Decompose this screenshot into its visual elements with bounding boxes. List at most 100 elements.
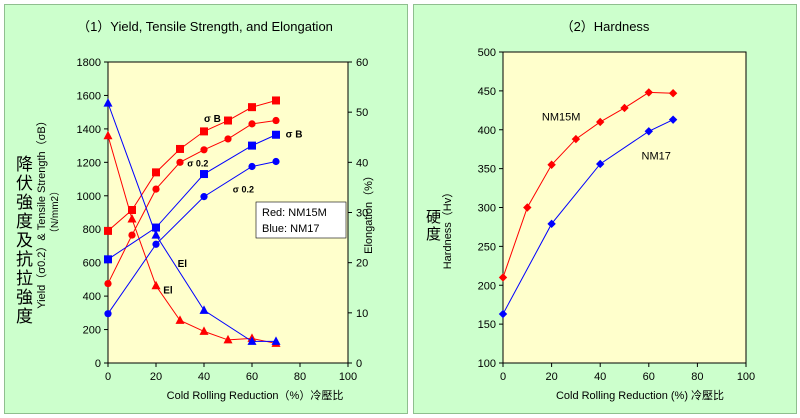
chart1-series-label: σ B <box>286 129 303 140</box>
chart1-y2-tick-label: 40 <box>356 157 368 169</box>
chart1-data-point <box>103 130 113 140</box>
chart2-data-point <box>523 203 532 212</box>
chart2-y-axis-label: Hardness（Hv） <box>441 187 454 270</box>
chart2-title: （2）Hardness <box>561 19 650 34</box>
chart2-data-point <box>498 309 508 319</box>
chart2-data-point <box>644 127 653 136</box>
chart1-data-point <box>200 170 208 179</box>
chart2-series-label: NM17 <box>642 150 671 162</box>
chart2-series-group: NM15M NM17 <box>498 88 678 319</box>
chart2-x-tick-label: 100 <box>737 371 755 383</box>
chart1-y-tick-label: 400 <box>83 291 101 303</box>
chart2-series-line <box>502 91 674 278</box>
chart2-plot-area <box>502 51 747 364</box>
chart1-data-point <box>272 130 280 139</box>
chart2-data-point <box>571 134 581 144</box>
chart1-data-point <box>104 279 112 288</box>
chart1-data-point <box>103 98 113 107</box>
chart2-x-tick-label: 40 <box>594 371 606 383</box>
chart1-data-point <box>247 336 257 345</box>
chart1-x-tick-label: 80 <box>294 371 306 383</box>
chart1-series-label: El <box>178 259 188 270</box>
chart1-y2-tick-label: 30 <box>356 208 368 220</box>
chart1-y2-axis-label: Elongation（%） <box>362 170 375 254</box>
chart1-tick-group: 0 20 40 60 80 1000200400600800100012001400160… <box>77 57 369 383</box>
chart1-series-group: σ B σ 0.2 σ B σ 0.2 El El <box>103 96 303 347</box>
chart1-y-tick-label: 1000 <box>77 191 101 203</box>
chart1-x-tick-label: 0 <box>105 371 111 383</box>
chart2-x-tick-label: 80 <box>691 371 703 383</box>
chart1-data-point <box>175 315 185 324</box>
chart2-y-tick-label: 500 <box>478 47 496 59</box>
chart1-y-tick-label: 200 <box>83 325 101 337</box>
chart2-y-axis-cjk-label: 硬度 <box>426 209 441 243</box>
chart1-data-point <box>224 135 232 143</box>
chart1-x-tick-label: 60 <box>246 371 258 383</box>
chart1-data-point <box>272 157 280 166</box>
chart1-y2-tick-label: 20 <box>356 258 368 270</box>
chart1-data-point <box>200 193 208 201</box>
chart1-data-point <box>152 223 160 232</box>
chart1-data-point <box>224 116 232 125</box>
chart1-data-point <box>127 214 137 223</box>
chart2-tick-group: 0 20 40 60 80 100 100 150 200 250 300 350 400 450 500 <box>478 47 756 383</box>
chart2-y-tick-label: 400 <box>478 125 496 137</box>
chart1-x-tick-label: 40 <box>198 371 210 383</box>
chart1-data-point <box>248 162 256 171</box>
chart2-y-tick-label: 350 <box>478 164 496 176</box>
chart2-data-point <box>668 89 678 98</box>
chart1-y-tick-label: 800 <box>83 224 101 236</box>
chart1-data-point <box>248 103 256 112</box>
chart1-y-tick-label: 1200 <box>77 157 101 169</box>
chart1-series-line <box>107 120 277 284</box>
chart1-data-point <box>199 326 209 335</box>
chart1-data-point <box>128 205 136 214</box>
chart2-x-tick-label: 60 <box>643 371 655 383</box>
chart1-data-point <box>272 96 280 105</box>
chart2-y-tick-label: 250 <box>478 241 496 253</box>
chart2-data-point <box>596 117 605 127</box>
chart1-legend-nm17: Blue: NM17 <box>262 223 319 235</box>
chart2-y-tick-label: 100 <box>478 358 496 370</box>
chart1-data-point <box>151 230 161 239</box>
chart1-y-tick-label: 0 <box>95 358 101 370</box>
chart1-series-label: El <box>163 286 173 297</box>
chart1-data-point <box>152 240 160 248</box>
chart1-y-axis-cjk-label: 降伏強度及抗拉強度 <box>16 155 33 326</box>
chart1-data-point <box>272 116 280 125</box>
chart1-data-point <box>248 141 256 150</box>
chart1-data-point <box>200 146 208 154</box>
chart1-y2-tick-label: 0 <box>356 358 362 370</box>
chart1-y2-tick-label: 10 <box>356 308 368 320</box>
chart1-data-point <box>104 226 112 235</box>
chart2-x-tick-label: 20 <box>545 371 557 383</box>
chart1-y-axis-label: Yield（σ0.2）& Tensile Strength（σB） <box>35 115 48 309</box>
chart1-legend-nm15m: Red: NM15M <box>262 207 327 219</box>
chart1-data-point <box>176 144 184 153</box>
chart2-data-point <box>644 88 653 97</box>
chart2-data-point <box>596 159 605 169</box>
chart2-y-tick-label: 150 <box>478 319 496 331</box>
chart1-y2-tick-label: 50 <box>356 107 368 119</box>
chart2-y-tick-label: 450 <box>478 86 496 98</box>
chart1-y-tick-label: 1400 <box>77 124 101 136</box>
chart1-series-label: σ 0.2 <box>187 159 208 169</box>
chart2-data-point <box>498 273 508 282</box>
chart1-data-point <box>152 185 160 193</box>
chart1-data-point <box>200 127 208 136</box>
chart1-x-tick-label: 100 <box>339 371 357 383</box>
chart1-data-point <box>152 168 160 177</box>
chart2-x-axis-label: Cold Rolling Reduction (%) 冷壓比 <box>556 389 724 402</box>
chart1-series-label: σ B <box>204 114 221 125</box>
chart1-data-point <box>248 120 256 128</box>
chart1-y-tick-label: 600 <box>83 258 101 270</box>
chart1-data-point <box>128 231 136 239</box>
chart1-y2-tick-label: 60 <box>356 57 368 69</box>
chart1-series-label: σ 0.2 <box>233 184 254 194</box>
chart2-x-tick-label: 0 <box>500 371 506 383</box>
chart1-y-axis-unit: （N/mm2） <box>49 186 61 238</box>
chart1-data-point <box>104 310 112 318</box>
chart2-data-point <box>547 219 556 229</box>
chart1-legend-box <box>255 201 347 239</box>
